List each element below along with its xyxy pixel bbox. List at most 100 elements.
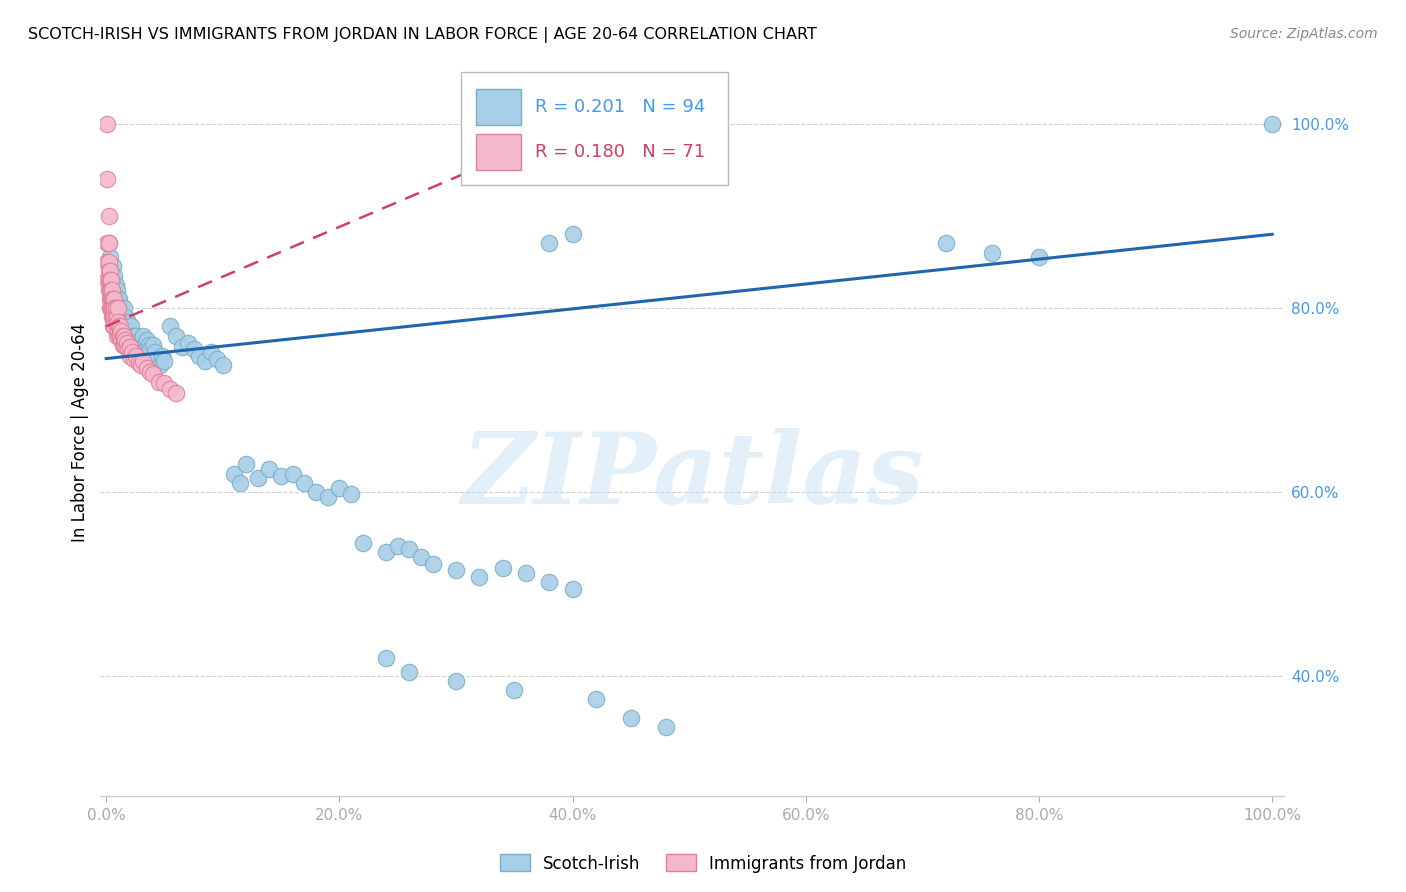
Point (112, 315, 135, 329)
Point (143, 345, 166, 359)
Point (108, 301, 131, 315)
Point (131, 349, 153, 363)
Point (270, 468, 292, 483)
Point (122, 351, 145, 366)
Point (503, 683, 526, 698)
Point (97, 236, 120, 251)
Point (98, 292, 121, 306)
Point (112, 301, 135, 315)
Point (97, 236, 120, 251)
Point (121, 345, 143, 359)
Point (108, 319, 131, 334)
Point (118, 333, 141, 347)
Point (235, 458, 257, 472)
Point (115, 324, 138, 338)
Point (107, 292, 129, 306)
Point (104, 287, 127, 301)
Point (107, 301, 129, 315)
Legend: Scotch-Irish, Immigrants from Jordan: Scotch-Irish, Immigrants from Jordan (494, 847, 912, 880)
Point (125, 328, 148, 343)
Point (128, 356, 150, 370)
Point (110, 324, 132, 338)
Point (107, 324, 129, 338)
Point (110, 333, 132, 347)
Point (139, 365, 162, 379)
Point (165, 328, 187, 343)
Point (165, 385, 187, 400)
Point (328, 481, 350, 495)
Point (124, 338, 146, 352)
Point (107, 315, 129, 329)
Point (468, 570, 491, 584)
Point (132, 328, 155, 343)
Point (108, 292, 131, 306)
Point (98, 283, 121, 297)
Point (538, 575, 561, 590)
Point (115, 340, 138, 354)
Point (224, 467, 246, 481)
Point (111, 310, 134, 325)
Point (97, 255, 120, 269)
Point (122, 338, 145, 352)
Point (561, 582, 583, 596)
Text: R = 0.201   N = 94: R = 0.201 N = 94 (534, 98, 704, 116)
Y-axis label: In Labor Force | Age 20-64: In Labor Force | Age 20-64 (72, 323, 89, 541)
Point (97, 273, 120, 287)
Point (105, 328, 128, 343)
Point (96, 255, 118, 269)
Point (105, 310, 128, 325)
Point (107, 301, 129, 315)
Point (111, 328, 134, 343)
Point (101, 310, 124, 325)
Point (375, 545, 398, 559)
Point (129, 358, 152, 372)
Point (114, 310, 136, 325)
Point (117, 315, 139, 329)
Point (398, 542, 420, 557)
Point (981, 245, 1004, 260)
Point (97, 283, 120, 297)
Point (101, 283, 124, 297)
Point (115, 319, 138, 334)
Point (101, 292, 124, 306)
Point (1028, 250, 1050, 264)
Point (538, 236, 561, 251)
Point (170, 340, 193, 354)
Point (105, 319, 128, 334)
Point (104, 301, 127, 315)
Point (101, 292, 124, 306)
Point (98, 273, 121, 287)
Point (101, 273, 124, 287)
Point (935, 236, 957, 251)
Text: Source: ZipAtlas.com: Source: ZipAtlas.com (1230, 27, 1378, 41)
Point (194, 354, 217, 368)
Point (136, 360, 159, 375)
Point (183, 343, 205, 357)
Point (620, 711, 643, 725)
Point (153, 354, 176, 368)
Point (129, 333, 152, 347)
Point (105, 283, 128, 297)
Point (305, 485, 328, 500)
Point (103, 310, 125, 325)
Point (148, 375, 170, 389)
Point (141, 351, 163, 366)
Point (101, 260, 124, 274)
Point (101, 319, 124, 334)
Point (294, 475, 316, 490)
Point (101, 310, 124, 325)
Point (281, 467, 304, 481)
Point (108, 328, 131, 343)
Point (112, 338, 135, 352)
Point (142, 368, 165, 382)
Point (100, 301, 122, 315)
Point (97, 209, 120, 223)
Point (100, 283, 122, 297)
Point (246, 471, 269, 485)
Point (159, 319, 181, 334)
Point (104, 310, 127, 325)
Point (108, 319, 131, 334)
Point (101, 301, 124, 315)
Point (118, 340, 141, 354)
Point (110, 305, 132, 319)
